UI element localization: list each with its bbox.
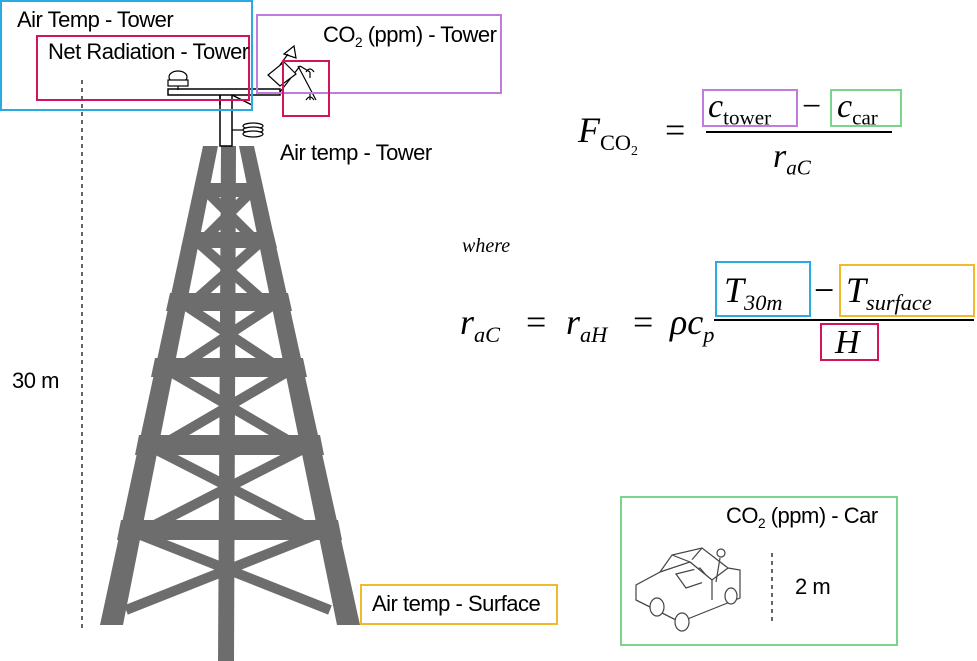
r-ah: raH bbox=[566, 302, 608, 347]
t-30m: T30m bbox=[724, 270, 783, 315]
label-height-30m: 30 m bbox=[12, 368, 59, 393]
tower-left-leg bbox=[100, 146, 218, 625]
r-equals-2: = bbox=[633, 302, 654, 342]
radiometer-icon bbox=[167, 70, 189, 90]
temperature-shield-icon bbox=[232, 122, 264, 138]
tower-right-leg bbox=[239, 146, 360, 625]
t-30m-box bbox=[715, 261, 811, 317]
co2-tower-box bbox=[256, 14, 502, 94]
t-surface: Tsurface bbox=[846, 270, 932, 315]
flux-lhs: FCO2 bbox=[578, 112, 638, 157]
h-box bbox=[820, 323, 879, 361]
r-equals-1: = bbox=[526, 302, 547, 342]
label-air-temp-surface: Air temp - Surface bbox=[372, 591, 541, 616]
label-height-2m: 2 m bbox=[795, 574, 831, 599]
net-radiation-box bbox=[36, 35, 250, 101]
c-car: ccar bbox=[837, 88, 878, 130]
co2-tower-prefix: CO bbox=[323, 22, 356, 47]
label-air-temp-tower-mid: Air temp - Tower bbox=[280, 140, 432, 165]
rho-cp: ρcp bbox=[670, 302, 715, 347]
label-air-temp-tower-top: Air Temp - Tower bbox=[17, 7, 174, 32]
air-temp-surface-box bbox=[360, 584, 558, 625]
tower-structure bbox=[100, 146, 360, 661]
where-label: where bbox=[462, 235, 511, 257]
flux-equals: = bbox=[665, 110, 686, 150]
co2-car-prefix: CO bbox=[726, 503, 759, 528]
co2-car-sub: 2 bbox=[758, 515, 766, 531]
label-co2-tower: CO2 (ppm) - Tower bbox=[323, 22, 497, 50]
r-fraction-bar bbox=[714, 319, 974, 321]
car-icon bbox=[635, 547, 741, 632]
flux-minus: − bbox=[802, 88, 822, 125]
flux-f: F bbox=[578, 110, 600, 150]
c-tower: ctower bbox=[708, 88, 772, 130]
flux-fraction-bar bbox=[706, 131, 892, 133]
c-tower-box bbox=[702, 89, 798, 127]
label-co2-car: CO2 (ppm) - Car bbox=[726, 503, 878, 531]
r-ac: raC bbox=[460, 302, 501, 347]
label-net-radiation-tower: Net Radiation - Tower bbox=[48, 39, 249, 64]
co2-tower-sub: 2 bbox=[355, 34, 363, 50]
co2-car-suffix: (ppm) - Car bbox=[765, 503, 878, 528]
flux-denominator: raC bbox=[773, 138, 811, 180]
flux-sub: CO2 bbox=[600, 129, 638, 158]
co2-tower-suffix: (ppm) - Tower bbox=[362, 22, 497, 47]
h-denominator: H bbox=[835, 324, 860, 361]
t-surface-box bbox=[839, 264, 975, 317]
r-minus: − bbox=[814, 270, 835, 310]
co2-sensor-highlight-box bbox=[282, 60, 330, 117]
air-temp-tower-box bbox=[0, 0, 253, 111]
c-car-box bbox=[830, 89, 902, 127]
co2-car-box bbox=[620, 496, 898, 646]
